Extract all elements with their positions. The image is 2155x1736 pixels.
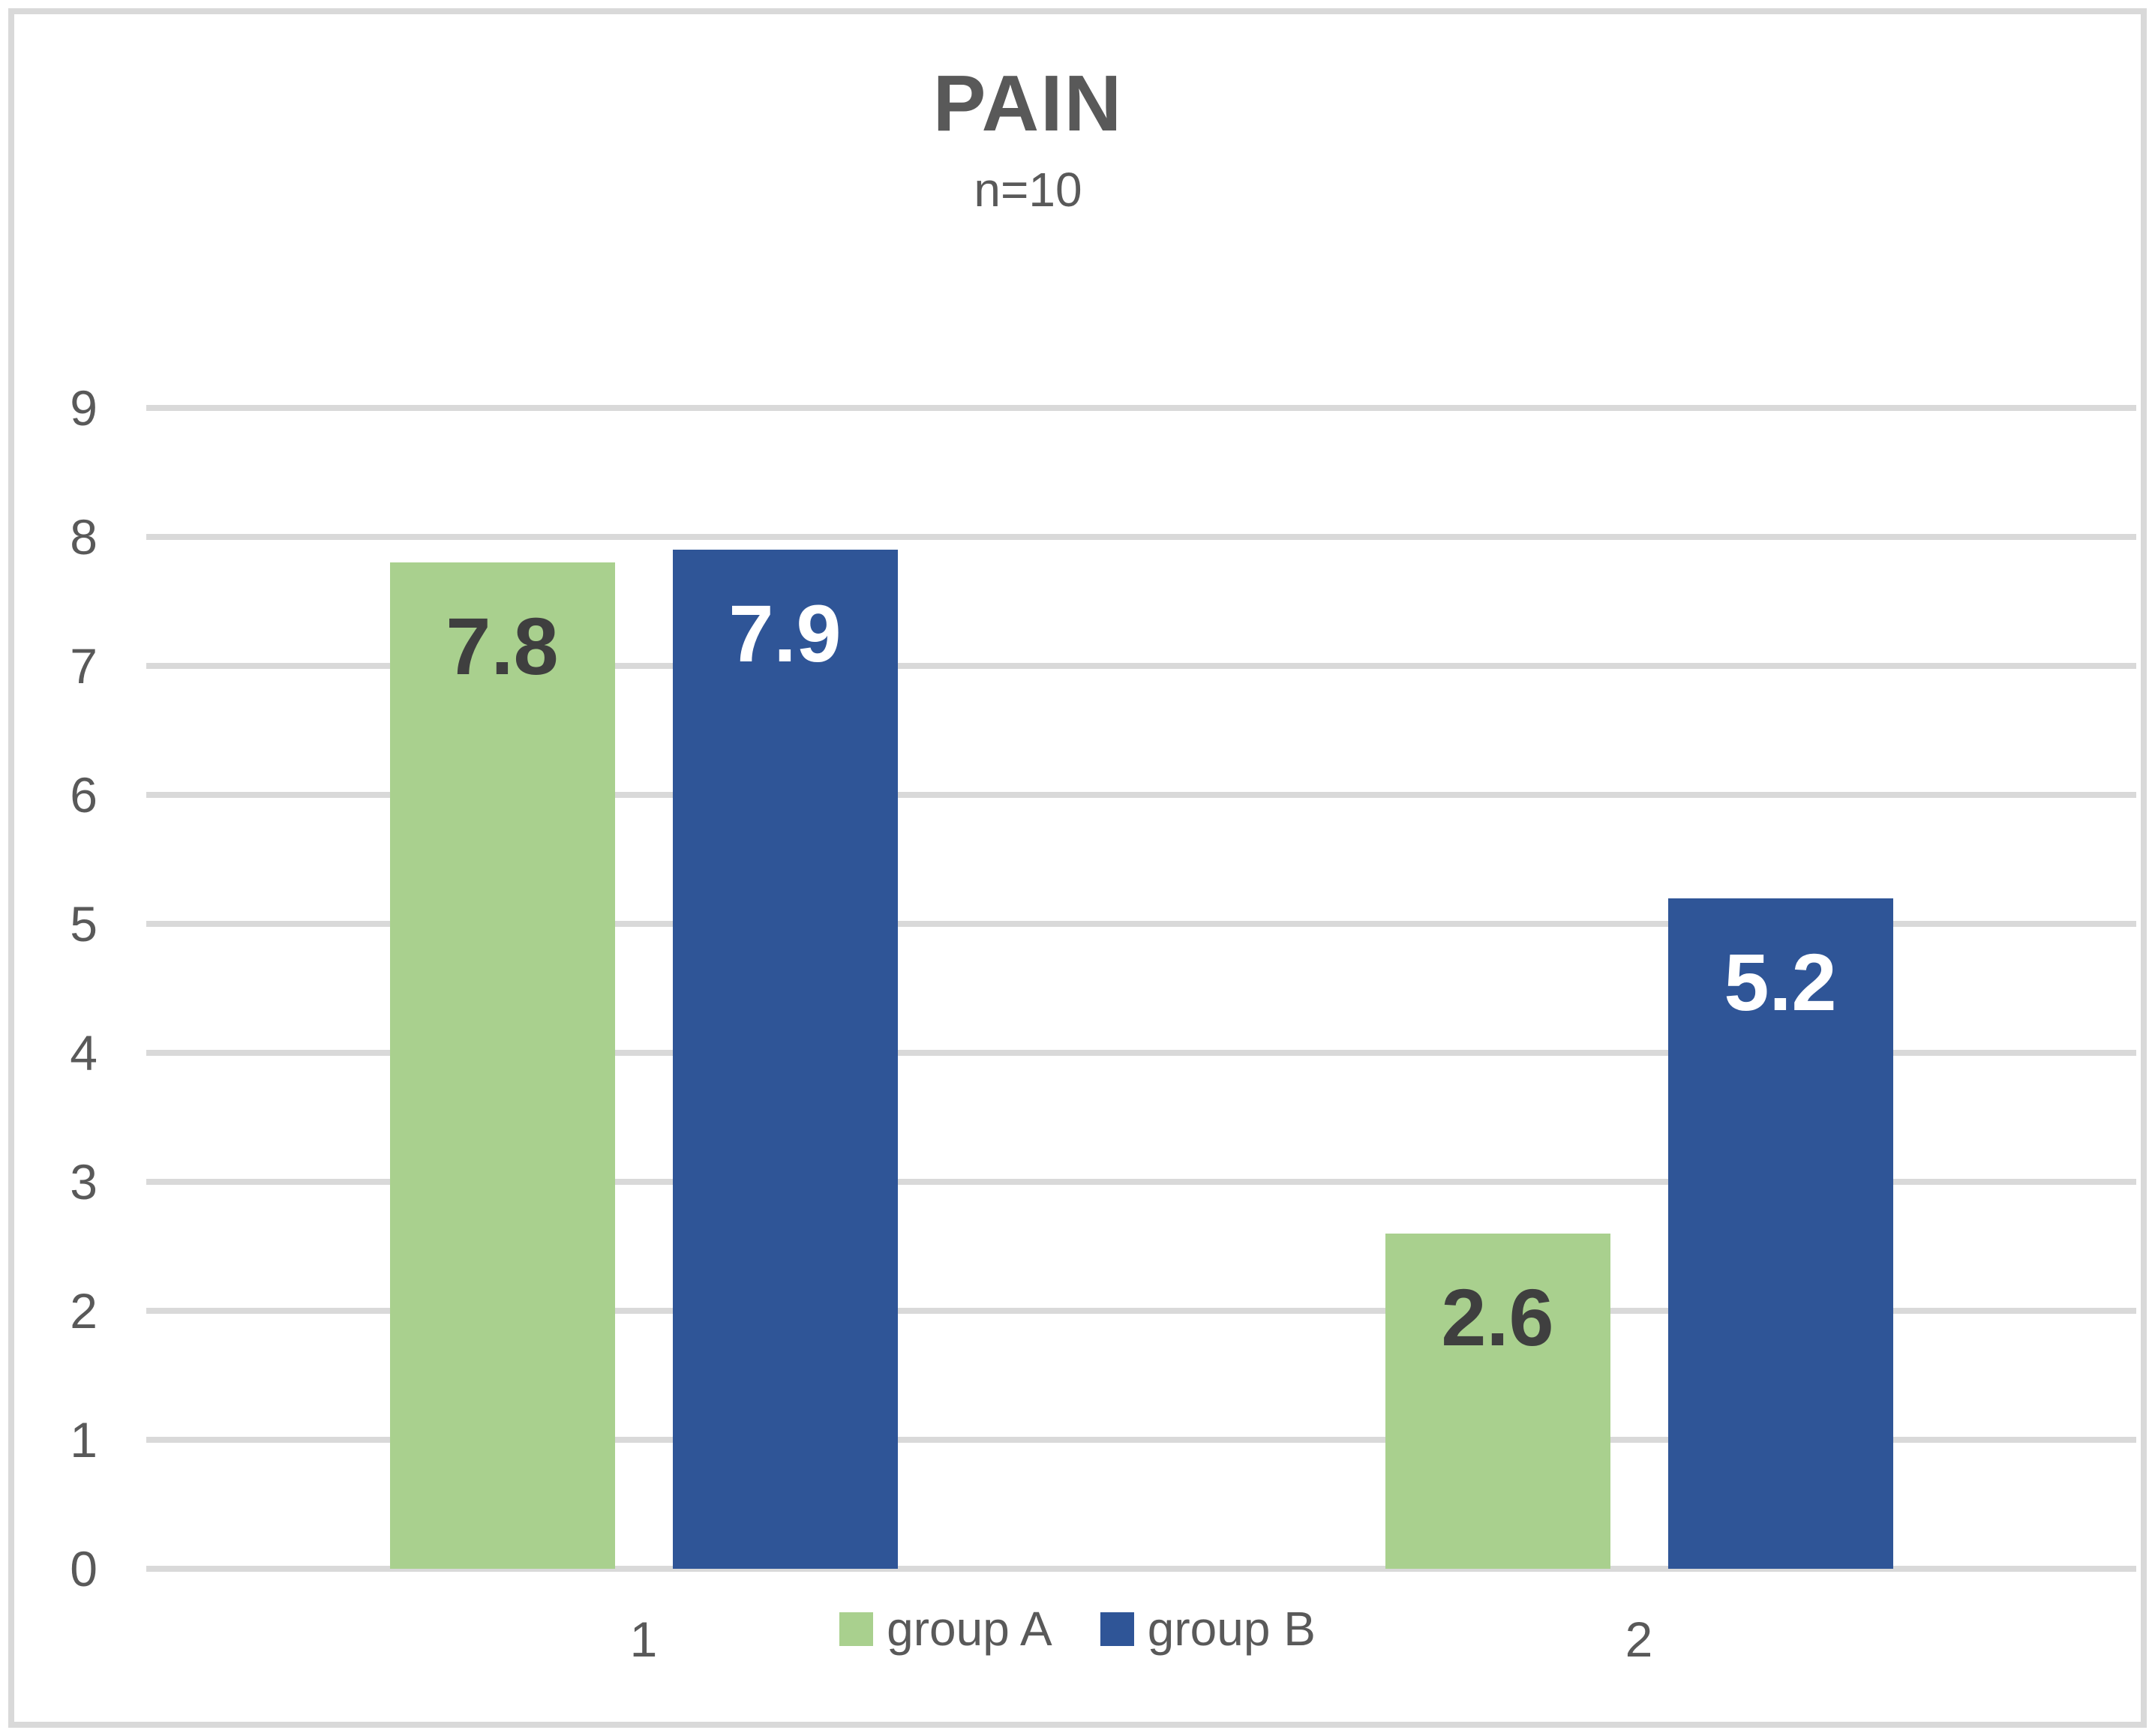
gridline-6 [146,792,2136,798]
y-tick-label-8: 8 [70,509,98,565]
chart-border-frame [8,8,2147,1728]
bar-value-label-group-a-cat-2: 2.6 [1441,1271,1554,1363]
legend: group A group B [0,1605,2155,1653]
legend-label-group-b: group B [1147,1602,1316,1656]
x-tick-label-1: 1 [629,1612,658,1667]
x-axis-line [146,1566,2136,1572]
bar-group-b-cat-2 [1667,898,1893,1569]
y-tick-label-9: 9 [70,380,98,436]
chart-subtitle: n=10 [974,162,1082,217]
y-tick-label-3: 3 [70,1154,98,1210]
y-tick-label-7: 7 [70,638,98,694]
gridline-9 [146,405,2136,411]
title-block: PAIN n=10 [0,60,2056,218]
legend-swatch-group-a [839,1612,874,1646]
y-tick-label-6: 6 [70,767,98,823]
legend-label-group-a: group A [887,1602,1052,1656]
legend-swatch-group-b [1100,1612,1134,1646]
y-tick-label-2: 2 [70,1283,98,1339]
bar-group-b-cat-1 [672,550,898,1569]
bar-group-a-cat-2 [1385,1233,1610,1569]
gridline-7 [146,663,2136,669]
gridline-4 [146,1050,2136,1056]
chart-title: PAIN [932,59,1124,148]
y-tick-label-0: 0 [70,1541,98,1597]
x-tick-label-2: 2 [1625,1612,1653,1667]
gridline-5 [146,921,2136,927]
y-tick-label-1: 1 [70,1412,98,1468]
bar-value-label-group-b-cat-2: 5.2 [1724,936,1837,1027]
gridline-3 [146,1179,2136,1185]
gridline-1 [146,1437,2136,1443]
bar-value-label-group-a-cat-1: 7.8 [446,601,559,692]
gridline-2 [146,1308,2136,1314]
gridline-8 [146,534,2136,540]
bar-group-a-cat-1 [389,562,615,1569]
legend-item-group-b: group B [1100,1605,1316,1653]
y-tick-label-4: 4 [70,1025,98,1081]
y-tick-label-5: 5 [70,896,98,952]
bar-value-label-group-b-cat-1: 7.9 [728,588,842,679]
legend-item-group-a: group A [839,1605,1052,1653]
